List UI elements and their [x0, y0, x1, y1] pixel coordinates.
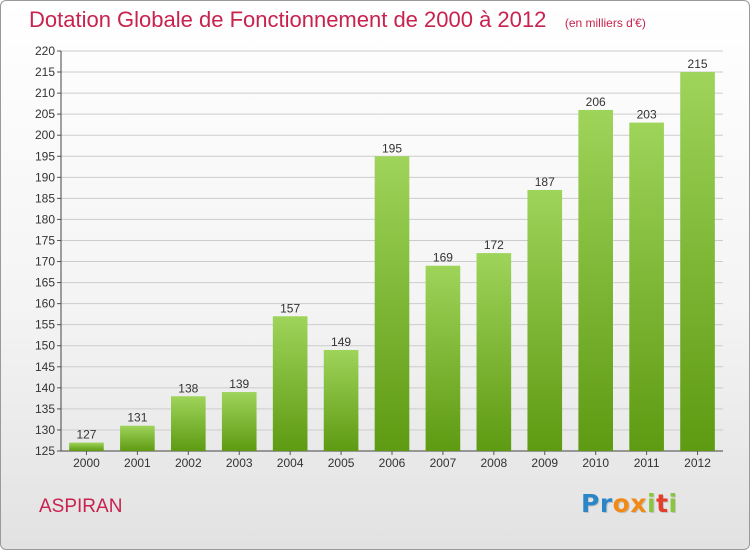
x-tick-label: 2005	[328, 456, 355, 470]
data-label-2012: 215	[688, 57, 708, 71]
labels: 125 130 135 140 145 150 155 160 165 170 175 180 185 1…	[35, 44, 711, 470]
y-tick-label: 160	[35, 297, 55, 311]
data-label-2009: 187	[535, 175, 555, 189]
bar-2005	[323, 349, 359, 451]
logo-letter: r	[599, 489, 613, 518]
y-tick-label: 210	[35, 86, 55, 100]
y-tick-label: 140	[35, 381, 55, 395]
y-tick-label: 165	[35, 276, 55, 290]
bar-2012	[680, 72, 715, 451]
data-label-2011: 203	[637, 108, 657, 122]
chart-subtitle: (en milliers d'€)	[564, 16, 646, 30]
x-tick-label: 2011	[634, 456, 660, 470]
chart-title-main: Dotation Globale de Fonctionnement de 20…	[29, 7, 547, 32]
bars	[69, 72, 715, 452]
data-label-2001: 131	[127, 411, 147, 425]
bar-2001	[120, 425, 155, 451]
x-tick-label: 2012	[684, 456, 711, 470]
data-label-2006: 195	[382, 141, 402, 155]
y-tick-label: 180	[35, 212, 55, 226]
data-label-2010: 206	[586, 95, 606, 109]
x-tick-label: 2007	[430, 456, 457, 470]
data-label-2003: 139	[229, 377, 249, 391]
x-tick-label: 2003	[226, 456, 253, 470]
bar-2007	[425, 265, 461, 451]
y-tick-label: 155	[35, 318, 55, 332]
bar-2008	[476, 253, 512, 451]
y-tick-label: 135	[35, 402, 55, 416]
data-label-2002: 138	[178, 381, 198, 395]
logo-letter: P	[581, 489, 600, 518]
bar-2010	[578, 109, 614, 452]
bar-2009	[527, 189, 563, 451]
y-tick-label: 170	[35, 255, 55, 269]
y-tick-label: 125	[35, 444, 55, 458]
x-tick-label: 2002	[175, 456, 202, 470]
y-tick-label: 150	[35, 339, 55, 353]
x-tick-label: 2008	[480, 456, 507, 470]
x-tick-label: 2000	[73, 456, 100, 470]
bar-2003	[221, 392, 257, 451]
bar-2004	[272, 316, 308, 451]
y-tick-label: 175	[35, 233, 55, 247]
bar-2000	[69, 442, 104, 451]
x-tick-label: 2001	[124, 456, 151, 470]
logo-letter: i	[647, 489, 657, 518]
chart-title: Dotation Globale de Fonctionnement de 20…	[29, 7, 646, 37]
commune-name: ASPIRAN	[39, 496, 123, 517]
logo-letter: i	[668, 489, 678, 518]
x-tick-label: 2004	[277, 456, 304, 470]
data-label-2007: 169	[433, 251, 453, 265]
y-tick-label: 205	[35, 107, 55, 121]
logo-letter: t	[656, 489, 669, 518]
x-tick-label: 2010	[582, 456, 609, 470]
y-tick-label: 130	[35, 423, 55, 437]
data-label-2004: 157	[280, 301, 300, 315]
y-tick-label: 200	[35, 128, 55, 142]
data-label-2000: 127	[76, 428, 96, 442]
y-tick-label: 145	[35, 360, 55, 374]
x-tick-label: 2006	[379, 456, 406, 470]
logo-letter: x	[630, 489, 647, 518]
logo-letter: o	[612, 489, 631, 518]
proxiti-logo: Proxiti	[581, 489, 678, 518]
bar-2011	[629, 122, 664, 451]
data-label-2005: 149	[331, 335, 351, 349]
y-tick-label: 220	[35, 44, 55, 58]
y-tick-label: 190	[35, 170, 55, 184]
y-tick-label: 185	[35, 191, 55, 205]
x-tick-label: 2009	[531, 456, 558, 470]
bar-2002	[170, 396, 206, 451]
bar-2006	[374, 156, 410, 451]
data-label-2008: 172	[484, 238, 504, 252]
y-tick-label: 195	[35, 149, 55, 163]
y-tick-label: 215	[35, 65, 55, 79]
